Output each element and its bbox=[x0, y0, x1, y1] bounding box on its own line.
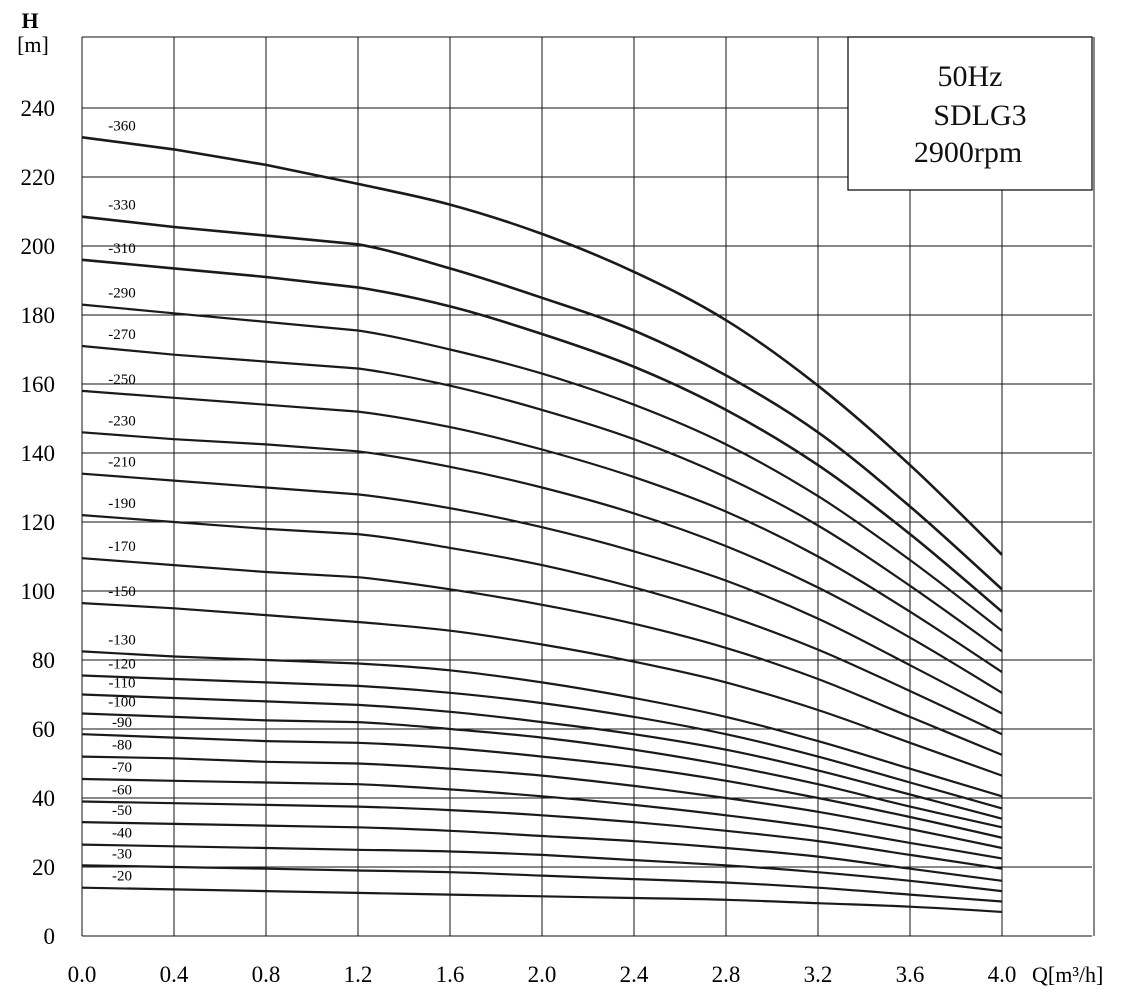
curve-label: -90 bbox=[112, 715, 132, 731]
curve-line-m290 bbox=[81, 303, 1003, 632]
x-tick-label: 3.2 bbox=[804, 962, 833, 987]
curve-label: -190 bbox=[108, 496, 136, 512]
curve-label: -330 bbox=[108, 198, 136, 214]
curve-label: -50 bbox=[112, 803, 132, 819]
x-tick-labels: 0.0 0.4 0.8 1.2 1.6 2.0 2.4 2.8 3.2 3.6 4.0 bbox=[68, 962, 1017, 987]
y-tick-label: 0 bbox=[44, 924, 56, 949]
curve-line-m20 bbox=[81, 886, 1003, 913]
curve-line-m60 bbox=[81, 800, 1003, 870]
curve-line-m50 bbox=[81, 821, 1003, 882]
curve-line-m310 bbox=[81, 258, 1003, 613]
curve-line-m80 bbox=[81, 755, 1003, 850]
curve-line-m120 bbox=[81, 674, 1003, 810]
curve-label: -270 bbox=[108, 327, 136, 343]
x-tick-label: 3.6 bbox=[896, 962, 925, 987]
x-tick-label: 1.6 bbox=[436, 962, 465, 987]
info-frequency: 50Hz bbox=[938, 60, 1003, 93]
curve-line-m110 bbox=[81, 693, 1003, 820]
curve-label: -290 bbox=[108, 286, 136, 302]
y-tick-label: 120 bbox=[21, 510, 56, 535]
curve-line-m100 bbox=[81, 712, 1003, 829]
x-tick-label: 2.4 bbox=[620, 962, 649, 987]
curve-label: -310 bbox=[108, 241, 136, 257]
curve-line-m210 bbox=[81, 472, 1003, 715]
curve-labels: -360 -330 -310 -290 -270 -250 -230 -210 -190 -170… bbox=[108, 118, 136, 884]
y-tick-label: 220 bbox=[21, 165, 56, 190]
curve-label: -120 bbox=[108, 657, 136, 673]
y-tick-label: 60 bbox=[32, 717, 55, 742]
x-tick-label: 0.4 bbox=[160, 962, 189, 987]
curve-line-m40 bbox=[81, 843, 1003, 893]
curve-label: -130 bbox=[108, 632, 136, 648]
info-box: 50Hz SDLG3 2900rpm bbox=[847, 36, 1093, 191]
curve-label: -150 bbox=[108, 584, 136, 600]
x-tick-label: 2.8 bbox=[712, 962, 741, 987]
curve-line-m70 bbox=[81, 777, 1003, 860]
curve-line-m170 bbox=[81, 557, 1003, 756]
curve-label: -100 bbox=[108, 694, 136, 710]
y-tick-label: 240 bbox=[21, 96, 56, 121]
curve-label: -40 bbox=[112, 826, 132, 842]
y-tick-label: 80 bbox=[32, 648, 55, 673]
y-tick-label: 100 bbox=[21, 579, 56, 604]
y-axis-unit: [m] bbox=[17, 32, 49, 57]
curve-label: -230 bbox=[108, 413, 136, 429]
x-tick-label: 4.0 bbox=[988, 962, 1017, 987]
curve-label: -20 bbox=[112, 869, 132, 885]
curve-line-m130 bbox=[81, 650, 1003, 798]
y-tick-labels: 0 20 40 60 80 100 120 140 160 180 200 220 240 bbox=[21, 96, 56, 949]
curve-label: -250 bbox=[108, 372, 136, 388]
x-tick-label: 2.0 bbox=[528, 962, 557, 987]
curve-label: -30 bbox=[112, 846, 132, 862]
curve-line-m230 bbox=[81, 431, 1003, 694]
y-tick-label: 40 bbox=[32, 786, 55, 811]
curve-line-m270 bbox=[81, 344, 1003, 653]
curve-label: -210 bbox=[108, 455, 136, 471]
curve-label: -60 bbox=[112, 782, 132, 798]
curves bbox=[81, 136, 1003, 913]
curve-label: -110 bbox=[109, 676, 136, 692]
curve-line-m250 bbox=[81, 389, 1003, 674]
x-axis-label: Q[m³/h] bbox=[1032, 962, 1103, 987]
curve-label: -360 bbox=[108, 118, 136, 134]
info-model: SDLG3 bbox=[933, 99, 1026, 132]
curve-line-m360 bbox=[81, 136, 1003, 556]
y-tick-label: 160 bbox=[21, 372, 56, 397]
x-tick-label: 0.0 bbox=[68, 962, 97, 987]
curve-label: -80 bbox=[112, 738, 132, 754]
curve-line-m150 bbox=[81, 602, 1003, 777]
y-tick-label: 20 bbox=[32, 855, 55, 880]
y-tick-label: 140 bbox=[21, 441, 56, 466]
y-tick-label: 180 bbox=[21, 303, 56, 328]
curve-line-m90 bbox=[81, 733, 1003, 839]
curve-label: -70 bbox=[112, 760, 132, 776]
curve-line-m30 bbox=[81, 864, 1003, 903]
y-axis-title: H bbox=[21, 8, 38, 33]
y-tick-label: 200 bbox=[21, 234, 56, 259]
x-tick-label: 0.8 bbox=[252, 962, 281, 987]
x-tick-label: 1.2 bbox=[344, 962, 373, 987]
curve-line-m330 bbox=[81, 215, 1003, 591]
curve-line-m190 bbox=[81, 514, 1003, 736]
curve-label: -170 bbox=[108, 539, 136, 555]
info-speed: 2900rpm bbox=[914, 136, 1022, 169]
